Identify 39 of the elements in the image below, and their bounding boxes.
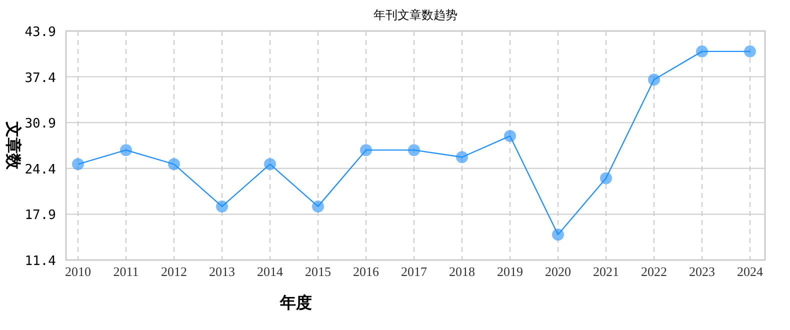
x-tick-label: 2010: [65, 264, 91, 279]
point: [216, 200, 228, 212]
y-tick-label: 11.4: [24, 254, 56, 269]
point: [360, 144, 372, 156]
y-tick-label: 37.4: [24, 70, 56, 86]
x-tick-label: 2018: [449, 264, 475, 279]
chart-title: 年刊文章数趋势: [374, 8, 458, 22]
x-tick-label: 2020: [545, 264, 571, 279]
x-tick-label: 2024: [737, 264, 764, 279]
point: [312, 200, 324, 212]
x-tick-label: 2015: [305, 264, 331, 279]
point: [648, 74, 660, 86]
point: [72, 158, 84, 170]
y-tick-label: 24.4: [24, 162, 56, 178]
y-tick-label: 30.9: [24, 116, 56, 132]
x-tick-label: 2019: [497, 264, 523, 279]
x-tick-label: 2011: [113, 264, 139, 279]
x-tick-label: 2023: [689, 264, 715, 279]
y-tick-label: 43.9: [24, 25, 56, 40]
point: [264, 158, 276, 170]
point: [600, 172, 612, 184]
y-tick-label: 17.9: [24, 208, 56, 224]
point: [408, 144, 420, 156]
x-tick-label: 2017: [401, 264, 428, 279]
x-tick-label: 2021: [593, 264, 619, 279]
point: [696, 45, 708, 58]
x-tick-label: 2016: [353, 264, 380, 279]
point: [168, 158, 180, 170]
x-tick-label: 2014: [257, 264, 284, 279]
point: [552, 228, 564, 241]
x-tick-label: 2013: [209, 264, 235, 279]
point: [120, 144, 132, 156]
x-axis-title: 年度: [279, 293, 312, 312]
x-tick-label: 2012: [161, 264, 187, 279]
point: [456, 151, 468, 164]
point: [504, 130, 516, 142]
point: [744, 45, 756, 58]
x-tick-label: 2022: [641, 264, 667, 279]
y-axis-title: 文章数: [4, 120, 22, 170]
